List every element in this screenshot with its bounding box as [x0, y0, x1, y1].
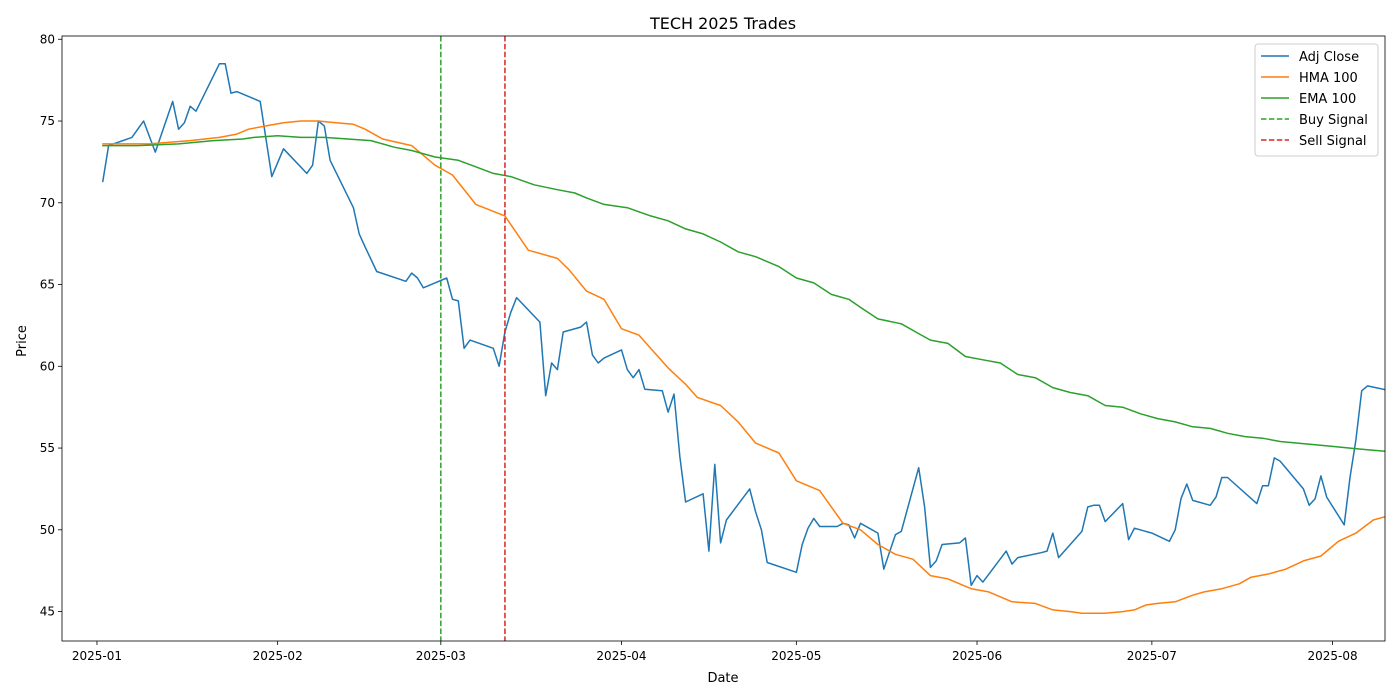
x-axis: 2025-01 2025-02 2025-03 2025-04 2025-05 2025-…	[72, 641, 1358, 663]
plot-frame	[61, 35, 1386, 642]
x-axis-label: Date	[707, 671, 738, 686]
y-tick-label: 75	[40, 114, 55, 128]
x-tick-label: 2025-08	[1307, 649, 1357, 663]
y-tick-label: 60	[40, 359, 55, 373]
legend: Adj Close HMA 100 EMA 100 Buy Signal Sell Si…	[1254, 43, 1379, 157]
chart-title: TECH 2025 Trades	[649, 14, 796, 33]
hma-100-series	[102, 120, 1385, 614]
y-axis: 45 50 55 60 65 70 75 80	[40, 32, 62, 619]
y-tick-label: 55	[40, 441, 55, 455]
adj-close-series	[102, 63, 1385, 587]
y-tick-label: 70	[40, 196, 55, 210]
x-tick-label: 2025-02	[253, 649, 303, 663]
ema-100-series	[102, 134, 1385, 453]
legend-label: EMA 100	[1299, 92, 1356, 107]
legend-label: Adj Close	[1299, 50, 1359, 65]
y-axis-label: Price	[15, 325, 30, 357]
y-tick-label: 65	[40, 278, 55, 292]
plot-area	[61, 35, 1386, 642]
x-tick-label: 2025-03	[416, 649, 466, 663]
y-tick-label: 45	[40, 605, 55, 619]
legend-label: Buy Signal	[1299, 113, 1368, 128]
x-tick-label: 2025-04	[596, 649, 646, 663]
legend-label: HMA 100	[1299, 71, 1358, 86]
x-tick-label: 2025-06	[952, 649, 1002, 663]
legend-box	[1254, 43, 1379, 157]
y-tick-label: 80	[40, 32, 55, 46]
series-layer	[102, 36, 1385, 641]
x-tick-label: 2025-01	[72, 649, 122, 663]
x-tick-label: 2025-05	[771, 649, 821, 663]
y-tick-label: 50	[40, 523, 55, 537]
x-tick-label: 2025-07	[1127, 649, 1177, 663]
legend-label: Sell Signal	[1299, 134, 1367, 149]
